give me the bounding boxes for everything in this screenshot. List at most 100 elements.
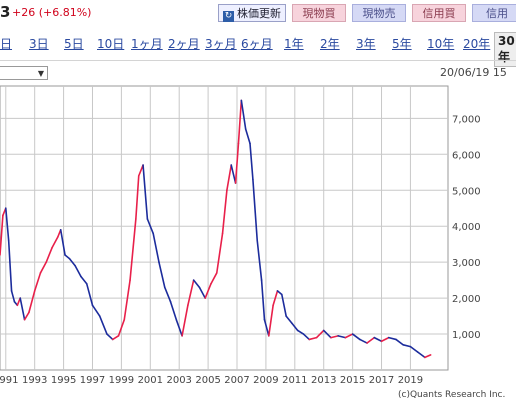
price-segment <box>175 318 183 337</box>
price-segment <box>351 333 361 341</box>
price-segment <box>4 207 10 242</box>
timestamp: 20/06/19 15 <box>440 66 507 79</box>
price-segment <box>226 164 233 192</box>
period-1y[interactable]: 1年 <box>284 37 304 51</box>
x-tick-label: 2011 <box>282 375 307 386</box>
price-segment <box>28 290 36 314</box>
price-segment <box>296 329 305 335</box>
price-segment <box>416 351 426 359</box>
chart-type-dropdown[interactable]: ▼ <box>0 66 48 80</box>
period-1m[interactable]: 1ヶ月 <box>131 37 163 51</box>
price-segment <box>59 228 66 256</box>
period-1d[interactable]: 日 <box>0 37 13 51</box>
price-segment <box>45 246 53 263</box>
y-tick-label: 5,000 <box>452 186 481 197</box>
refresh-icon: ↻ <box>223 11 234 22</box>
period-2y[interactable]: 2年 <box>320 37 340 51</box>
period-3m[interactable]: 3ヶ月 <box>205 37 237 51</box>
price-segment <box>91 304 101 317</box>
price-segment <box>181 304 189 337</box>
x-tick-label: 2009 <box>253 375 278 386</box>
divider <box>0 60 516 61</box>
price-segment <box>302 333 311 341</box>
price-segment <box>68 257 76 267</box>
price-segment <box>98 315 108 335</box>
buy-cash-button[interactable]: 現物買 <box>292 4 346 22</box>
price-segment <box>215 232 224 274</box>
x-tick-label: 2017 <box>369 375 394 386</box>
price-segment <box>366 336 376 344</box>
price-segment <box>380 336 390 343</box>
price-segment <box>276 290 283 296</box>
price-segment <box>192 279 201 289</box>
price-segment <box>252 178 259 242</box>
price-segment <box>129 218 137 281</box>
price-segment <box>169 300 178 321</box>
sell-margin-button[interactable]: 信用 <box>472 4 516 22</box>
price-segment <box>337 335 347 339</box>
price-segment <box>281 293 287 317</box>
price-segment <box>308 336 318 341</box>
price-segment <box>249 142 254 181</box>
price-segment <box>230 164 237 184</box>
y-tick-label: 4,000 <box>452 222 481 233</box>
price-segment <box>19 297 26 321</box>
x-tick-label: 2007 <box>224 375 249 386</box>
period-30y[interactable]: 30年 <box>494 32 516 67</box>
period-2m[interactable]: 2ヶ月 <box>168 37 200 51</box>
refresh-button[interactable]: ↻ 株価更新 <box>218 4 286 22</box>
period-5d[interactable]: 5日 <box>64 37 84 51</box>
price-segment <box>234 142 240 184</box>
price-segment <box>198 286 207 299</box>
price-segment <box>424 354 432 359</box>
price-segment <box>158 261 166 289</box>
credit-text: (c)Quants Research Inc. <box>398 390 506 400</box>
price-segment <box>10 290 16 303</box>
period-10y[interactable]: 10年 <box>427 37 455 51</box>
price-segment <box>111 335 120 341</box>
x-tick-label: 2019 <box>398 375 423 386</box>
header-bar: 3 +26 (+6.81%) ↻ 株価更新 現物買 現物売 信用買 信用 <box>0 0 516 26</box>
price-segment <box>64 254 71 260</box>
price-segment <box>135 175 140 220</box>
period-3d[interactable]: 3日 <box>29 37 49 51</box>
price-segment <box>221 189 228 235</box>
price-segment <box>395 338 405 346</box>
period-6m[interactable]: 6ヶ月 <box>241 37 273 51</box>
period-20y[interactable]: 20年 <box>463 37 491 51</box>
price-segment <box>51 236 59 249</box>
price-segment <box>409 345 419 353</box>
price-segment <box>152 232 160 263</box>
price-segment <box>373 336 383 343</box>
sell-cash-button[interactable]: 現物売 <box>352 4 406 22</box>
price-segment <box>344 333 354 339</box>
price-segment <box>163 286 172 303</box>
price-segment <box>291 322 299 332</box>
price-change: +26 (+6.81%) <box>12 6 92 19</box>
x-tick-label: 2003 <box>166 375 191 386</box>
price-segment <box>322 329 332 339</box>
price-segment <box>74 264 82 278</box>
ticker-symbol: 3 <box>0 3 11 21</box>
price-segment <box>260 279 266 321</box>
x-tick-label: 2005 <box>195 375 220 386</box>
price-segment <box>359 338 368 344</box>
price-segment <box>387 336 397 341</box>
price-segment <box>330 335 339 339</box>
price-segment <box>272 290 279 307</box>
period-3y[interactable]: 3年 <box>356 37 376 51</box>
price-segment <box>80 275 88 285</box>
period-10d[interactable]: 10日 <box>97 37 125 51</box>
price-segment <box>0 214 4 256</box>
price-segment <box>142 164 149 220</box>
period-5y[interactable]: 5年 <box>392 37 412 51</box>
x-tick-label: 2001 <box>138 375 163 386</box>
buy-margin-button[interactable]: 信用買 <box>412 4 466 22</box>
x-tick-label: 1991 <box>0 375 19 386</box>
price-segment <box>7 239 13 292</box>
price-segment <box>204 282 212 299</box>
x-tick-label: 2013 <box>311 375 336 386</box>
y-tick-label: 3,000 <box>452 258 481 269</box>
y-tick-label: 1,000 <box>452 330 481 341</box>
